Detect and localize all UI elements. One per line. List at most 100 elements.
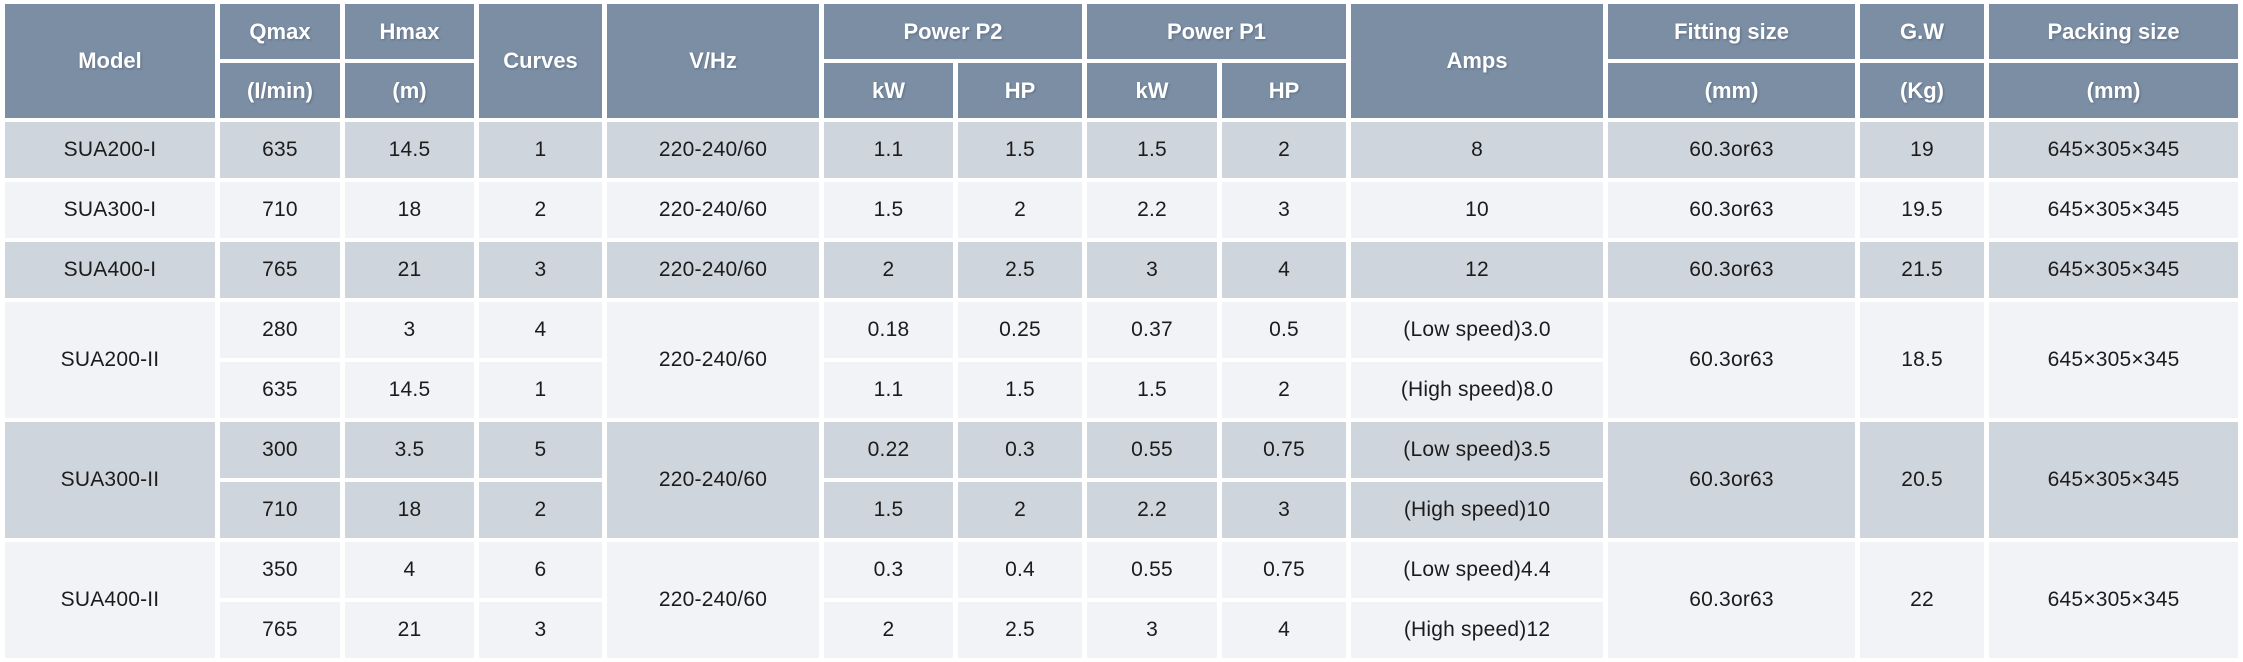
cell-hmax: 18 (345, 182, 474, 238)
cell-p2-hp: 2 (958, 482, 1083, 538)
col-header-p1-kw: kW (1087, 63, 1218, 118)
col-header-fitting-unit: (mm) (1608, 63, 1856, 118)
cell-qmax: 280 (220, 302, 340, 358)
cell-p1-hp: 3 (1222, 482, 1347, 538)
cell-fitting-size: 60.3or63 (1608, 422, 1856, 538)
cell-amps: (High speed)10 (1351, 482, 1604, 538)
col-header-gw-unit: (Kg) (1860, 63, 1985, 118)
cell-p2-kw: 1.1 (824, 362, 953, 418)
cell-fitting-size: 60.3or63 (1608, 302, 1856, 418)
col-header-model: Model (5, 4, 215, 118)
cell-p2-hp: 2 (958, 182, 1083, 238)
cell-hmax: 21 (345, 602, 474, 658)
cell-amps: (High speed)8.0 (1351, 362, 1604, 418)
cell-p1-kw: 1.5 (1087, 362, 1218, 418)
col-header-hmax-unit: (m) (345, 63, 474, 118)
cell-packing-size: 645×305×345 (1989, 242, 2239, 298)
cell-packing-size: 645×305×345 (1989, 302, 2239, 418)
cell-p2-hp: 0.25 (958, 302, 1083, 358)
col-header-curves: Curves (479, 4, 602, 118)
cell-vhz: 220-240/60 (607, 542, 819, 658)
col-header-amps: Amps (1351, 4, 1604, 118)
col-header-hmax: Hmax (345, 4, 474, 59)
cell-curves: 6 (479, 542, 602, 598)
col-header-gw: G.W (1860, 4, 1985, 59)
col-header-qmax: Qmax (220, 4, 340, 59)
row-sua300-ii-high: 710 18 2 1.5 2 2.2 3 (High speed)10 (5, 482, 2238, 538)
cell-fitting-size: 60.3or63 (1608, 242, 1856, 298)
cell-model: SUA400-I (5, 242, 215, 298)
cell-p2-kw: 0.22 (824, 422, 953, 478)
cell-fitting-size: 60.3or63 (1608, 122, 1856, 178)
cell-hmax: 14.5 (345, 122, 474, 178)
cell-model: SUA400-II (5, 542, 215, 658)
cell-amps: (High speed)12 (1351, 602, 1604, 658)
cell-hmax: 3.5 (345, 422, 474, 478)
cell-p2-kw: 1.5 (824, 482, 953, 538)
cell-p2-kw: 2 (824, 602, 953, 658)
cell-model: SUA200-II (5, 302, 215, 418)
cell-hmax: 14.5 (345, 362, 474, 418)
cell-qmax: 710 (220, 482, 340, 538)
cell-curves: 2 (479, 182, 602, 238)
cell-p1-hp: 4 (1222, 602, 1347, 658)
cell-curves: 3 (479, 602, 602, 658)
cell-p1-hp: 3 (1222, 182, 1347, 238)
row-sua300-ii-low: SUA300-II 300 3.5 5 220-240/60 0.22 0.3 … (5, 422, 2239, 538)
cell-vhz: 220-240/60 (607, 182, 819, 238)
cell-packing-size: 645×305×345 (1989, 182, 2239, 238)
cell-hmax: 3 (345, 302, 474, 358)
cell-amps: 12 (1351, 242, 1604, 298)
cell-p2-kw: 2 (824, 242, 953, 298)
cell-qmax: 635 (220, 362, 340, 418)
row-sua200-i: SUA200-I 635 14.5 1 220-240/60 1.1 1.5 1… (5, 122, 2239, 178)
cell-gw: 20.5 (1860, 422, 1985, 538)
col-header-p2-kw: kW (824, 63, 953, 118)
cell-model: SUA300-I (5, 182, 215, 238)
row-sua400-ii-low: SUA400-II 350 4 6 220-240/60 0.3 0.4 0.5… (5, 542, 2239, 658)
cell-p2-hp: 1.5 (958, 362, 1083, 418)
row-sua400-i: SUA400-I 765 21 3 220-240/60 2 2.5 3 4 1… (5, 242, 2239, 298)
col-header-vhz: V/Hz (607, 4, 819, 118)
cell-model: SUA300-II (5, 422, 215, 538)
header-row-2: (I/min) (m) kW HP kW HP (mm) (Kg) (mm) (5, 63, 2239, 118)
cell-fitting-size: 60.3or63 (1608, 182, 1856, 238)
col-header-qmax-unit: (I/min) (220, 63, 340, 118)
cell-curves: 4 (479, 302, 602, 358)
cell-p1-hp: 0.75 (1222, 422, 1347, 478)
cell-gw: 21.5 (1860, 242, 1985, 298)
cell-p2-hp: 1.5 (958, 122, 1083, 178)
col-header-packing-unit: (mm) (1989, 63, 2239, 118)
cell-p1-hp: 2 (1222, 362, 1347, 418)
col-header-packing-size: Packing size (1989, 4, 2239, 59)
cell-curves: 5 (479, 422, 602, 478)
cell-p1-hp: 0.75 (1222, 542, 1347, 598)
cell-curves: 1 (479, 122, 602, 178)
cell-p1-kw: 3 (1087, 602, 1218, 658)
col-header-p2-hp: HP (958, 63, 1083, 118)
row-sua200-ii-high: 635 14.5 1 1.1 1.5 1.5 2 (High speed)8.0 (5, 362, 2238, 418)
cell-p2-hp: 0.3 (958, 422, 1083, 478)
cell-curves: 1 (479, 362, 602, 418)
cell-p2-hp: 2.5 (958, 602, 1083, 658)
cell-curves: 3 (479, 242, 602, 298)
row-sua200-ii-low: SUA200-II 280 3 4 220-240/60 0.18 0.25 0… (5, 302, 2239, 418)
cell-qmax: 765 (220, 242, 340, 298)
cell-p1-hp: 0.5 (1222, 302, 1347, 358)
cell-packing-size: 645×305×345 (1989, 422, 2239, 538)
col-header-p1-hp: HP (1222, 63, 1347, 118)
cell-amps: 10 (1351, 182, 1604, 238)
cell-p2-kw: 0.3 (824, 542, 953, 598)
row-sua400-ii-high: 765 21 3 2 2.5 3 4 (High speed)12 (5, 602, 2238, 658)
cell-hmax: 4 (345, 542, 474, 598)
cell-hmax: 21 (345, 242, 474, 298)
cell-qmax: 765 (220, 602, 340, 658)
col-header-fitting-size: Fitting size (1608, 4, 1856, 59)
cell-p1-hp: 2 (1222, 122, 1347, 178)
cell-vhz: 220-240/60 (607, 122, 819, 178)
cell-p2-hp: 0.4 (958, 542, 1083, 598)
cell-p2-kw: 1.1 (824, 122, 953, 178)
cell-p2-kw: 0.18 (824, 302, 953, 358)
row-sua300-i: SUA300-I 710 18 2 220-240/60 1.5 2 2.2 3… (5, 182, 2239, 238)
